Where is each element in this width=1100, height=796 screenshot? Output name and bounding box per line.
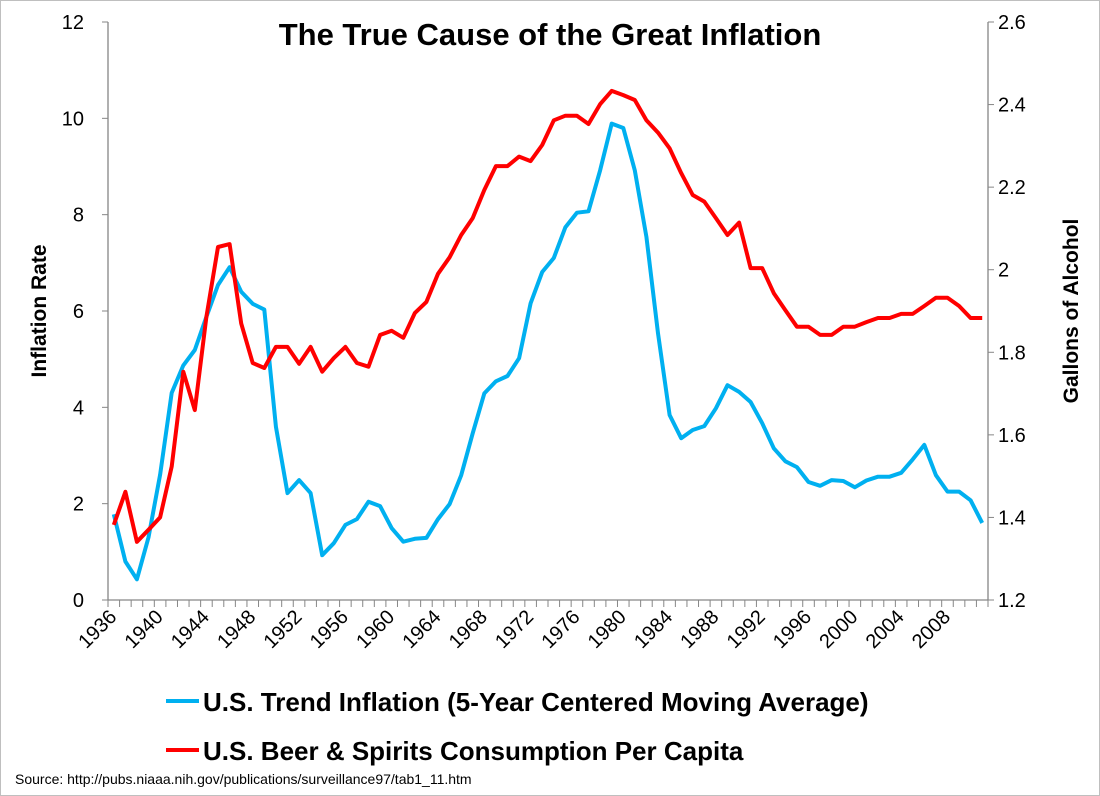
series-line-inflation bbox=[111, 121, 984, 582]
x-tick-label: 1948 bbox=[213, 606, 260, 653]
x-tick-label: 1964 bbox=[399, 606, 446, 653]
legend-label-alcohol: U.S. Beer & Spirits Consumption Per Capi… bbox=[203, 736, 744, 766]
x-tick-label: 1944 bbox=[167, 606, 214, 653]
x-tick-label: 1992 bbox=[723, 606, 770, 653]
y-tick-label: 0 bbox=[73, 590, 84, 612]
x-tick-label: 2000 bbox=[815, 606, 862, 653]
y2-tick-label: 2.2 bbox=[998, 177, 1026, 199]
x-tick-label: 1952 bbox=[260, 606, 307, 653]
series-line-alcohol bbox=[111, 88, 983, 544]
legend-label-inflation: U.S. Trend Inflation (5-Year Centered Mo… bbox=[203, 687, 869, 717]
x-tick-label: 1988 bbox=[676, 606, 723, 653]
x-tick-label: 1976 bbox=[537, 606, 584, 653]
y2-tick-label: 1.2 bbox=[998, 590, 1026, 612]
y-tick-label: 12 bbox=[62, 12, 84, 34]
y-tick-label: 8 bbox=[73, 205, 84, 227]
x-tick-label: 1996 bbox=[769, 606, 816, 653]
y2-tick-label: 2.6 bbox=[998, 12, 1026, 34]
y2-tick-label: 1.8 bbox=[998, 342, 1026, 364]
x-tick-label: 2004 bbox=[862, 606, 909, 653]
y2-tick-label: 2.4 bbox=[998, 95, 1026, 117]
y-tick-label: 6 bbox=[73, 301, 84, 323]
y-axis-label: Inflation Rate bbox=[28, 244, 51, 377]
x-tick-label: 1936 bbox=[74, 606, 121, 653]
x-tick-label: 1960 bbox=[352, 606, 399, 653]
y2-tick-label: 2 bbox=[998, 260, 1009, 282]
x-tick-label: 1984 bbox=[630, 606, 677, 653]
y-tick-label: 4 bbox=[73, 397, 84, 419]
x-tick-label: 1980 bbox=[584, 606, 631, 653]
x-tick-label: 1968 bbox=[445, 606, 492, 653]
y-tick-label: 2 bbox=[73, 494, 84, 516]
y2-tick-label: 1.6 bbox=[998, 425, 1026, 447]
y-tick-label: 10 bbox=[62, 108, 84, 130]
y2-axis-label: Gallons of Alcohol bbox=[1060, 219, 1083, 404]
x-tick-label: 1940 bbox=[121, 606, 168, 653]
source-note: Source: http://pubs.niaaa.nih.gov/public… bbox=[15, 771, 472, 787]
chart-title: The True Cause of the Great Inflation bbox=[279, 17, 822, 52]
y2-tick-label: 1.4 bbox=[998, 507, 1026, 529]
x-tick-label: 1956 bbox=[306, 606, 353, 653]
x-tick-label: 2008 bbox=[908, 606, 955, 653]
x-tick-label: 1972 bbox=[491, 606, 538, 653]
